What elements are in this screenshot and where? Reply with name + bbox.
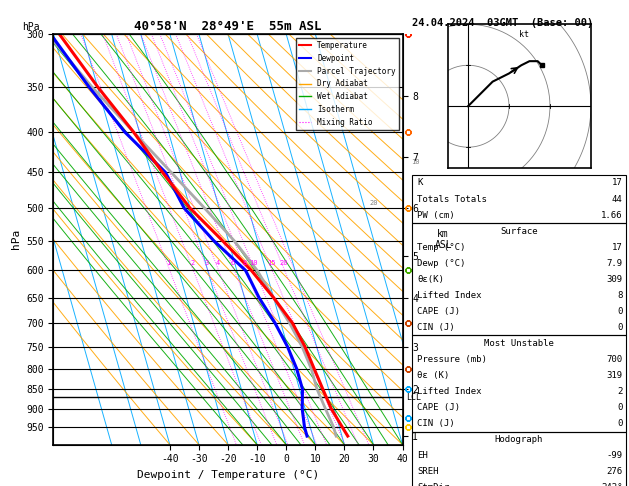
Text: 20: 20 [370,200,378,206]
Text: K: K [417,178,423,188]
Text: 10: 10 [411,158,419,165]
Text: StmDir: StmDir [417,483,449,486]
Text: Surface: Surface [500,226,538,236]
Text: Lifted Index: Lifted Index [417,387,482,396]
Text: 6: 6 [231,260,235,265]
Text: kt: kt [520,30,529,39]
Text: 0: 0 [617,419,623,428]
Text: 309: 309 [606,275,623,284]
Text: 0: 0 [617,323,623,332]
Text: SREH: SREH [417,467,438,476]
Text: 17: 17 [612,178,623,188]
Text: CIN (J): CIN (J) [417,419,455,428]
Text: 15: 15 [267,260,275,265]
Text: Totals Totals: Totals Totals [417,194,487,204]
Text: Most Unstable: Most Unstable [484,339,554,348]
Text: CAPE (J): CAPE (J) [417,403,460,412]
Text: 44: 44 [612,194,623,204]
Text: Pressure (mb): Pressure (mb) [417,355,487,364]
Text: θε(K): θε(K) [417,275,444,284]
Text: 8: 8 [243,260,247,265]
Text: 10: 10 [250,260,258,265]
Legend: Temperature, Dewpoint, Parcel Trajectory, Dry Adiabat, Wet Adiabat, Isotherm, Mi: Temperature, Dewpoint, Parcel Trajectory… [296,38,399,130]
Text: -99: -99 [606,451,623,460]
Text: 700: 700 [606,355,623,364]
Text: 8: 8 [617,291,623,300]
Text: 3: 3 [204,260,209,265]
Text: 319: 319 [606,371,623,380]
Text: 2: 2 [190,260,194,265]
Text: Hodograph: Hodograph [495,435,543,444]
Text: 276: 276 [606,467,623,476]
Text: 0: 0 [617,403,623,412]
Text: 17: 17 [612,243,623,252]
Text: PW (cm): PW (cm) [417,210,455,220]
Text: hPa: hPa [22,22,40,32]
Text: 4: 4 [215,260,220,265]
Text: Dewp (°C): Dewp (°C) [417,259,465,268]
Text: 2: 2 [617,387,623,396]
Y-axis label: km
ASL: km ASL [435,228,452,250]
Text: Lifted Index: Lifted Index [417,291,482,300]
Text: Temp (°C): Temp (°C) [417,243,465,252]
X-axis label: Dewpoint / Temperature (°C): Dewpoint / Temperature (°C) [137,470,319,480]
Text: θε (K): θε (K) [417,371,449,380]
Text: CIN (J): CIN (J) [417,323,455,332]
Text: 0: 0 [617,307,623,316]
Text: km
ASL: km ASL [507,34,525,55]
Text: 7.9: 7.9 [606,259,623,268]
Text: 242°: 242° [601,483,623,486]
Text: 20: 20 [279,260,287,265]
Text: EH: EH [417,451,428,460]
Y-axis label: hPa: hPa [11,229,21,249]
Text: LCL: LCL [406,393,421,402]
Text: 1.66: 1.66 [601,210,623,220]
Text: CAPE (J): CAPE (J) [417,307,460,316]
Text: 1: 1 [167,260,171,265]
Text: 24.04.2024  03GMT  (Base: 00): 24.04.2024 03GMT (Base: 00) [412,18,593,29]
Title: 40°58'N  28°49'E  55m ASL: 40°58'N 28°49'E 55m ASL [134,20,322,33]
